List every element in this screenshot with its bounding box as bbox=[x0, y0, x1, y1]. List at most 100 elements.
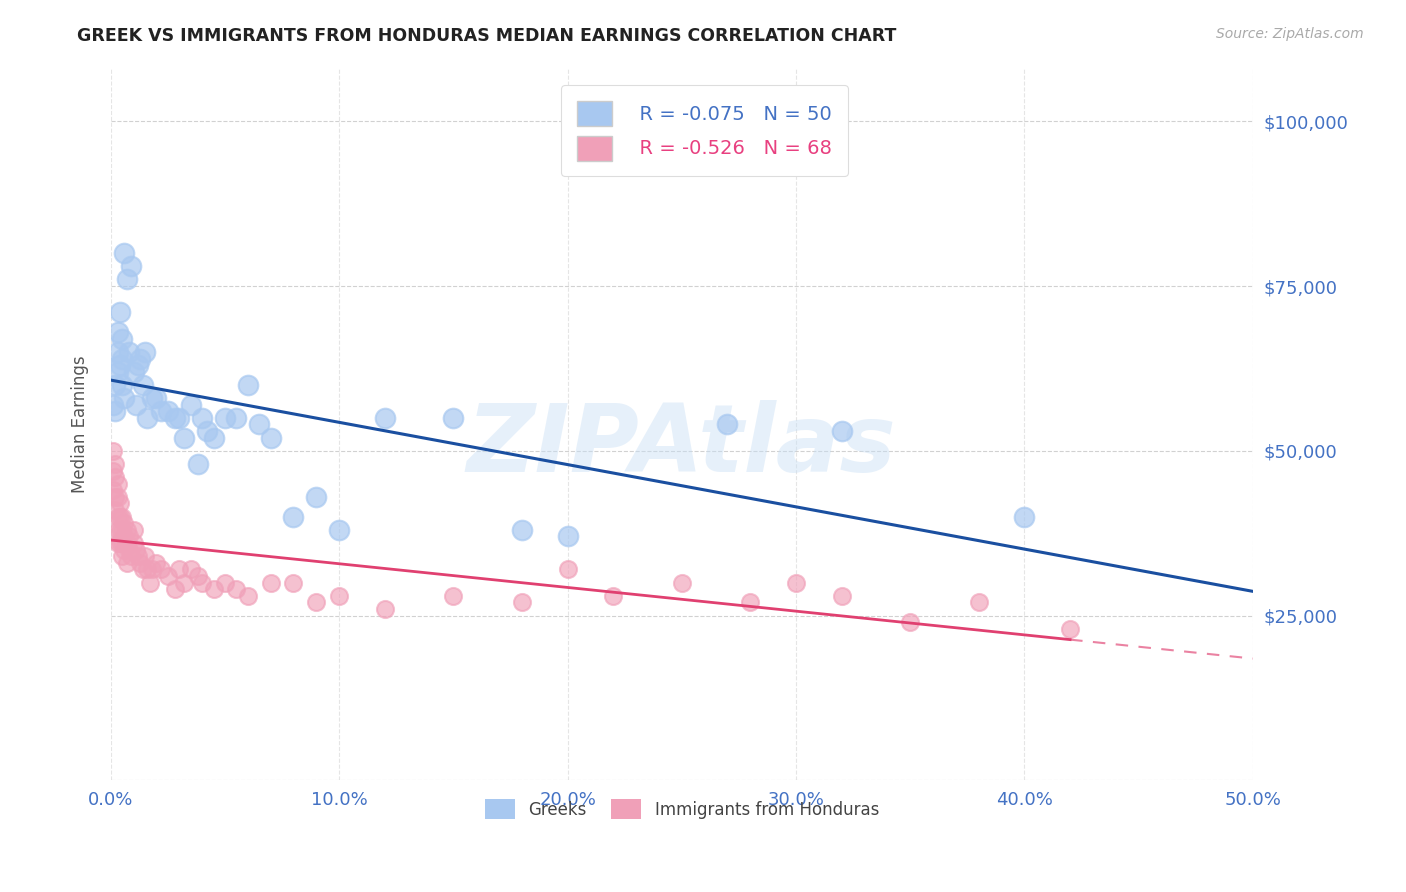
Point bbox=[150, 562, 173, 576]
Point bbox=[108, 496, 131, 510]
Point bbox=[118, 542, 141, 557]
Point bbox=[141, 391, 163, 405]
Point bbox=[111, 351, 134, 366]
Point bbox=[127, 358, 149, 372]
Point bbox=[740, 595, 762, 609]
Point bbox=[169, 410, 191, 425]
Point bbox=[831, 424, 853, 438]
Point bbox=[107, 476, 129, 491]
Point bbox=[101, 398, 124, 412]
Y-axis label: Median Earnings: Median Earnings bbox=[72, 356, 89, 493]
Point bbox=[104, 404, 127, 418]
Point bbox=[114, 246, 136, 260]
Point bbox=[111, 523, 134, 537]
Point bbox=[127, 549, 149, 564]
Point bbox=[125, 398, 148, 412]
Legend: Greeks, Immigrants from Honduras: Greeks, Immigrants from Honduras bbox=[478, 793, 886, 825]
Point bbox=[115, 272, 138, 286]
Point bbox=[122, 523, 145, 537]
Text: GREEK VS IMMIGRANTS FROM HONDURAS MEDIAN EARNINGS CORRELATION CHART: GREEK VS IMMIGRANTS FROM HONDURAS MEDIAN… bbox=[77, 27, 897, 45]
Point bbox=[108, 523, 131, 537]
Point bbox=[173, 575, 195, 590]
Point bbox=[214, 410, 236, 425]
Point bbox=[441, 410, 464, 425]
Point bbox=[104, 377, 127, 392]
Point bbox=[111, 377, 134, 392]
Point bbox=[132, 377, 155, 392]
Point bbox=[108, 536, 131, 550]
Point bbox=[169, 562, 191, 576]
Point bbox=[111, 549, 134, 564]
Point bbox=[967, 595, 990, 609]
Point bbox=[236, 377, 259, 392]
Point bbox=[831, 589, 853, 603]
Point bbox=[138, 575, 160, 590]
Point bbox=[114, 529, 136, 543]
Point bbox=[671, 575, 693, 590]
Point bbox=[125, 542, 148, 557]
Point bbox=[602, 589, 624, 603]
Point bbox=[173, 431, 195, 445]
Point bbox=[118, 345, 141, 359]
Point bbox=[202, 431, 225, 445]
Point bbox=[115, 523, 138, 537]
Point bbox=[202, 582, 225, 597]
Point bbox=[374, 602, 396, 616]
Point bbox=[156, 569, 179, 583]
Point bbox=[1014, 509, 1036, 524]
Point bbox=[120, 259, 142, 273]
Point bbox=[150, 404, 173, 418]
Point bbox=[107, 365, 129, 379]
Point bbox=[225, 582, 247, 597]
Point bbox=[195, 424, 218, 438]
Point bbox=[441, 589, 464, 603]
Point bbox=[104, 470, 127, 484]
Point bbox=[101, 443, 124, 458]
Point bbox=[108, 305, 131, 319]
Point bbox=[145, 556, 167, 570]
Point bbox=[225, 410, 247, 425]
Point bbox=[136, 410, 159, 425]
Point bbox=[510, 595, 533, 609]
Point bbox=[214, 575, 236, 590]
Point bbox=[305, 490, 328, 504]
Point bbox=[136, 562, 159, 576]
Point bbox=[120, 549, 142, 564]
Point bbox=[305, 595, 328, 609]
Point bbox=[236, 589, 259, 603]
Point bbox=[107, 523, 129, 537]
Point bbox=[283, 509, 305, 524]
Point bbox=[187, 457, 209, 471]
Point bbox=[107, 345, 129, 359]
Point bbox=[716, 417, 738, 432]
Point bbox=[132, 562, 155, 576]
Point bbox=[115, 536, 138, 550]
Point bbox=[247, 417, 270, 432]
Point bbox=[111, 536, 134, 550]
Point bbox=[283, 575, 305, 590]
Point bbox=[104, 490, 127, 504]
Point bbox=[111, 509, 134, 524]
Point bbox=[122, 536, 145, 550]
Point bbox=[260, 431, 283, 445]
Point bbox=[328, 589, 350, 603]
Point bbox=[101, 483, 124, 498]
Point bbox=[156, 404, 179, 418]
Point bbox=[374, 410, 396, 425]
Point bbox=[129, 351, 152, 366]
Text: ZIPAtlas: ZIPAtlas bbox=[467, 400, 897, 491]
Point bbox=[557, 562, 579, 576]
Point bbox=[163, 410, 186, 425]
Point bbox=[107, 325, 129, 339]
Point bbox=[180, 398, 202, 412]
Point bbox=[1059, 622, 1081, 636]
Point bbox=[163, 582, 186, 597]
Point bbox=[118, 529, 141, 543]
Point bbox=[145, 391, 167, 405]
Point bbox=[114, 391, 136, 405]
Point bbox=[134, 345, 156, 359]
Point bbox=[114, 516, 136, 531]
Point bbox=[122, 365, 145, 379]
Point bbox=[104, 503, 127, 517]
Point bbox=[557, 529, 579, 543]
